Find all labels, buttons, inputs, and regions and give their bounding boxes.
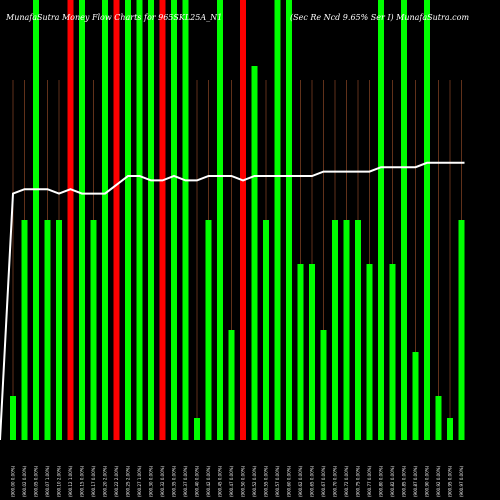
bar	[320, 330, 327, 440]
money-flow-line	[0, 161, 465, 441]
bar	[343, 220, 350, 440]
bar	[113, 0, 120, 440]
x-tick-label: (900.95 0.00%)	[448, 465, 453, 497]
bar	[10, 396, 16, 440]
x-tick-label: (900.52 0.00%)	[252, 465, 257, 497]
x-tick-label: (900.55 0.00%)	[264, 465, 269, 497]
bar	[332, 220, 338, 440]
bar	[21, 220, 28, 440]
x-tick-label: (900.87 0.00%)	[413, 465, 418, 497]
chart-title-left: MunafaSutra Money Flow Charts for 965SKL…	[5, 13, 222, 22]
x-tick-label: (900.05 0.00%)	[34, 465, 39, 497]
x-tick-label: (900.72 0.00%)	[344, 465, 349, 497]
x-tick-label: (900.32 0.00%)	[160, 465, 165, 497]
bar	[447, 418, 453, 440]
x-tick-label: (900.45 0.00%)	[218, 465, 223, 497]
x-tick-label: (900.25 2.00%)	[126, 465, 131, 497]
x-tick-label: (900.77 0.00%)	[367, 465, 372, 497]
x-tick-label: (900.15 0.00%)	[80, 465, 85, 497]
bar	[424, 0, 430, 440]
x-tick-label: (900.10 2.00%)	[57, 465, 62, 497]
x-tick-label: (900.97 0.00%)	[459, 465, 464, 497]
bar	[458, 220, 465, 440]
x-tick-label: (900.62 0.00%)	[298, 465, 303, 497]
bar	[228, 330, 235, 440]
bar	[90, 220, 97, 440]
x-tick-label: (900.47 0.00%)	[229, 465, 234, 497]
bar	[286, 0, 292, 440]
x-tick-label: (900.12 1.00%)	[68, 465, 73, 497]
bar	[435, 396, 442, 440]
bar	[240, 0, 246, 440]
bar	[194, 418, 200, 440]
x-tick-label: (900.90 0.00%)	[425, 465, 430, 497]
x-tick-label: (900.67 0.00%)	[321, 465, 326, 497]
x-tick-label: (900.42 0.00%)	[206, 465, 211, 497]
bar	[309, 264, 315, 440]
chart-title-right: (Sec Re Ncd 9.65% Ser I) MunafaSutra.com	[290, 13, 469, 22]
money-flow-line-path	[0, 161, 465, 441]
bar	[79, 0, 85, 440]
bar	[102, 0, 108, 440]
x-tick-label: (900.92 0.00%)	[436, 465, 441, 497]
x-tick-label: (900.57 0.00%)	[275, 465, 280, 497]
bars	[10, 0, 465, 440]
x-tick-label: (900.80 0.00%)	[379, 465, 384, 497]
x-tick-label: (900.70 0.00%)	[333, 465, 338, 497]
bar	[171, 0, 177, 440]
bar	[274, 0, 281, 440]
x-tick-label: (900.65 0.00%)	[310, 465, 315, 497]
x-tick-label: (900.50 0.00%)	[241, 465, 246, 497]
bar	[401, 0, 407, 440]
x-tick-label: (900.85 0.00%)	[402, 465, 407, 497]
bar	[56, 220, 62, 440]
x-tick-labels: (900.00 0.00%) (900.02 0.00%) (900.05 0.00…	[11, 465, 465, 497]
x-tick-label: (900.37 0.00%)	[183, 465, 188, 497]
x-tick-label: (900.20 2.00%)	[103, 465, 108, 497]
bar	[412, 352, 419, 440]
bar	[217, 0, 223, 440]
x-tick-label: (900.27 1.00%)	[137, 465, 142, 497]
bar	[125, 0, 131, 440]
x-tick-label: (900.22 2.00%)	[114, 465, 119, 497]
bar	[33, 0, 39, 440]
bar	[263, 220, 269, 440]
bar	[389, 264, 396, 440]
bar	[378, 0, 384, 440]
x-tick-label: (900.60 0.00%)	[287, 465, 292, 497]
bar	[297, 264, 304, 440]
x-tick-label: (900.02 0.00%)	[22, 465, 27, 497]
x-tick-label: (900.75 0.00%)	[356, 465, 361, 497]
bar	[205, 220, 212, 440]
x-tick-label: (900.30 0.00%)	[149, 465, 154, 497]
bar	[67, 0, 74, 440]
bar	[159, 0, 166, 440]
x-tick-label: (900.07 1.00%)	[45, 465, 50, 497]
bar	[44, 220, 51, 440]
x-tick-label: (900.00 0.00%)	[11, 465, 16, 497]
bar	[148, 0, 154, 440]
x-tick-label: (900.35 0.00%)	[172, 465, 177, 497]
bar	[251, 66, 258, 440]
x-tick-label: (900.17 0.00%)	[91, 465, 96, 497]
bar	[355, 220, 361, 440]
bar	[366, 264, 373, 440]
bar	[136, 0, 143, 440]
x-tick-label: (900.82 0.00%)	[390, 465, 395, 497]
bar	[182, 0, 189, 440]
x-tick-label: (900.40 0.00%)	[195, 465, 200, 497]
